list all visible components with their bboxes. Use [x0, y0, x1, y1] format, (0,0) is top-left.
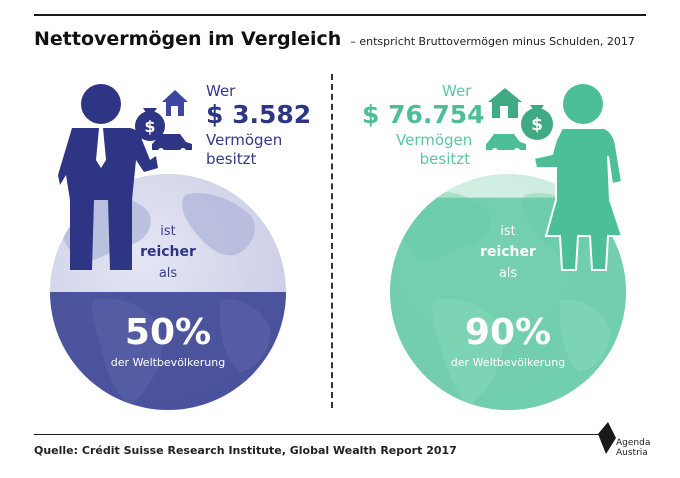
center-divider [331, 74, 333, 408]
svg-text:$: $ [144, 117, 155, 136]
right-amount: $ 76.754 [362, 100, 485, 129]
left-vermoegen: Vermögen [206, 131, 283, 149]
source-note: Quelle: Crédit Suisse Research Institute… [34, 444, 457, 457]
right-als: als [498, 266, 518, 281]
right-wer: Wer [442, 82, 472, 100]
car-icon [152, 134, 192, 154]
left-ist: ist [160, 224, 176, 239]
left-percent-label: der Weltbevölkerung [110, 356, 226, 369]
left-reicher: reicher [140, 244, 196, 260]
left-vermoegen-block: Vermögen besitzt [206, 131, 282, 169]
svg-text:$: $ [531, 115, 543, 135]
right-ist: ist [500, 224, 516, 239]
top-rule [34, 14, 646, 16]
woman-figure-icon [532, 84, 624, 271]
left-percent: 50% [124, 312, 212, 353]
left-amount: $ 3.582 [206, 100, 312, 129]
right-vermoegen-block: Vermögen besitzt [396, 131, 473, 169]
logo-line1: Agenda [616, 438, 651, 448]
right-percent: 90% [464, 312, 552, 353]
left-wer: Wer [206, 82, 236, 100]
right-percent-label: der Weltbevölkerung [450, 356, 566, 369]
left-besitzt: besitzt [206, 150, 257, 168]
house-icon-right [488, 88, 522, 118]
right-besitzt: besitzt [419, 150, 470, 168]
money-bag-icon-right: $ [521, 105, 553, 140]
car-icon-right [486, 134, 526, 154]
agenda-austria-logo-icon [598, 422, 616, 454]
man-figure-icon [58, 84, 158, 270]
left-als: als [158, 266, 178, 281]
logo-line2: Austria [616, 448, 648, 458]
right-vermoegen: Vermögen [396, 131, 473, 149]
page-subtitle: – entspricht Bruttovermögen minus Schuld… [350, 35, 635, 48]
bottom-rule [34, 434, 612, 435]
right-reicher: reicher [480, 244, 536, 260]
logo-text: Agenda Austria [616, 438, 650, 458]
page-title: Nettovermögen im Vergleich [34, 28, 342, 50]
house-icon [162, 90, 188, 116]
title-row: Nettovermögen im Vergleich – entspricht … [34, 28, 674, 50]
money-bag-icon: $ [135, 108, 165, 141]
